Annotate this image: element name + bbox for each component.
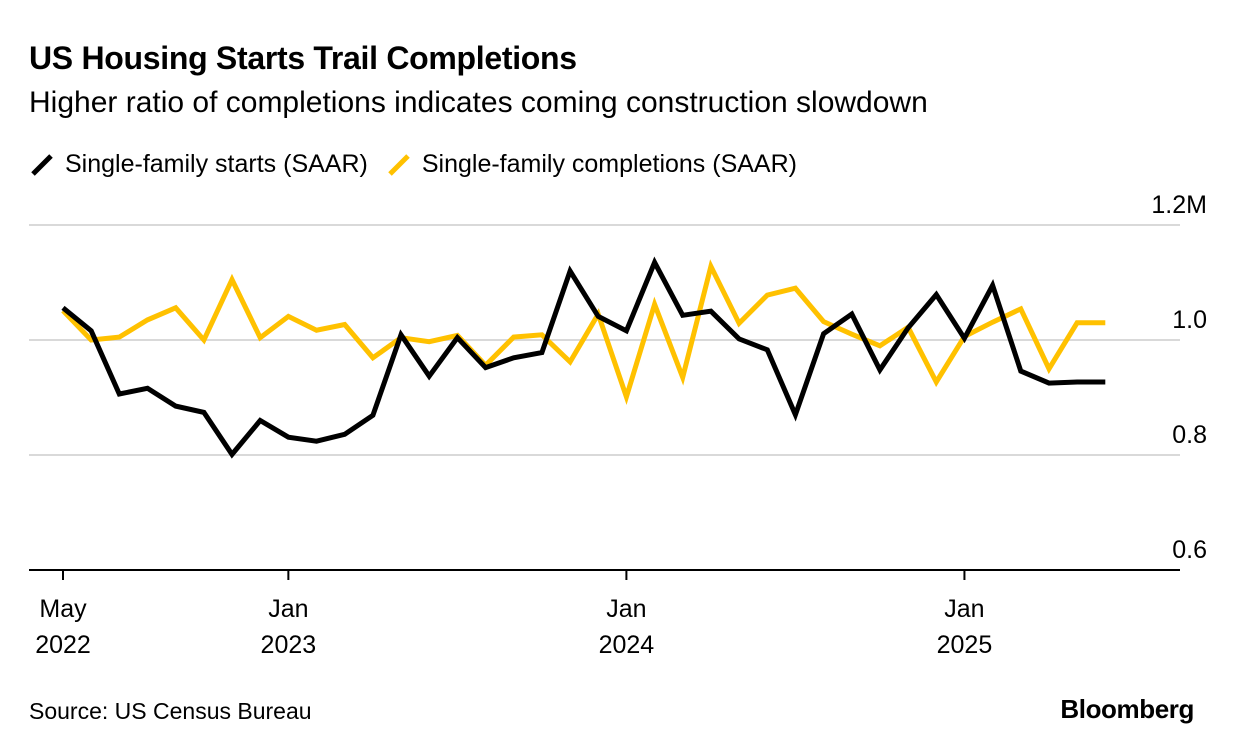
x-tick-label-year: 2022 xyxy=(35,631,91,659)
x-axis-labels: May 2022 Jan 2023 Jan 2024 Jan 2025 xyxy=(35,595,992,659)
y-axis-labels: 0.6 0.8 1.0 1.2M xyxy=(1151,191,1207,564)
y-tick-label: 0.6 xyxy=(1172,536,1207,564)
series-lines xyxy=(61,256,1106,459)
legend-swatch-completions xyxy=(386,150,414,178)
legend: Single-family starts (SAAR) Single-famil… xyxy=(29,147,797,181)
x-tick-label-year: 2024 xyxy=(599,631,655,659)
x-tick-label-year: 2025 xyxy=(937,631,993,659)
x-axis xyxy=(29,569,1180,580)
x-tick-label-month: May xyxy=(39,595,87,623)
x-tick-label-month: Jan xyxy=(268,595,308,623)
legend-label-completions: Single-family completions (SAAR) xyxy=(421,149,797,178)
series-line-completions xyxy=(61,259,1106,406)
bloomberg-logo: Bloomberg xyxy=(1060,694,1194,724)
legend-item-completions: Single-family completions (SAAR) xyxy=(386,150,797,179)
series-line-starts xyxy=(61,256,1106,459)
x-tick-label-month: Jan xyxy=(606,595,646,623)
legend-label-starts: Single-family starts (SAAR) xyxy=(65,149,368,178)
legend-swatch-starts xyxy=(29,150,57,178)
y-tick-label: 1.2M xyxy=(1151,191,1207,219)
source-note: Source: US Census Bureau xyxy=(29,698,312,724)
y-tick-label: 1.0 xyxy=(1172,306,1207,334)
chart-title: US Housing Starts Trail Completions xyxy=(29,40,577,76)
y-tick-label: 0.8 xyxy=(1172,421,1207,449)
x-tick-label-year: 2023 xyxy=(261,631,317,659)
x-tick-label-month: Jan xyxy=(944,595,984,623)
chart-subtitle: Higher ratio of completions indicates co… xyxy=(29,86,928,119)
legend-item-starts: Single-family starts (SAAR) xyxy=(29,150,368,179)
